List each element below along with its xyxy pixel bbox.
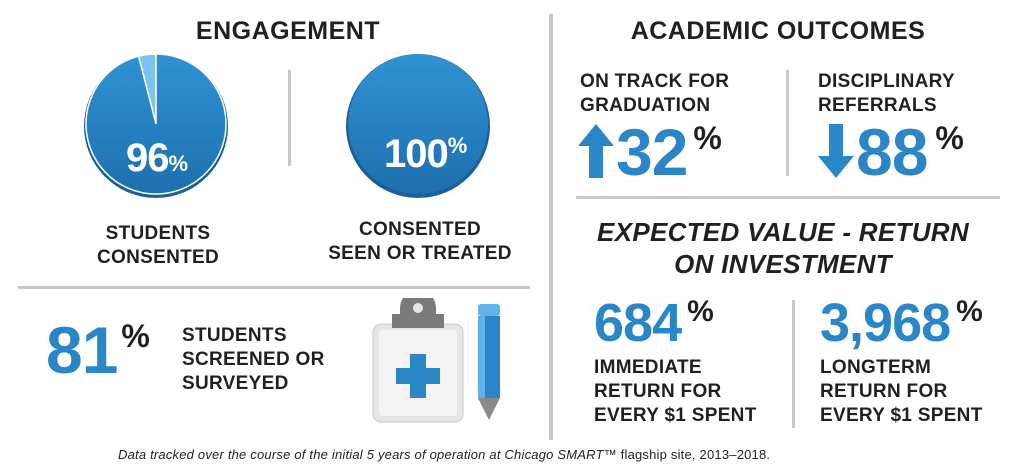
arrow-up-icon xyxy=(578,124,614,178)
consented-pie-slice xyxy=(85,53,227,195)
consented-pie-svg xyxy=(84,53,228,198)
disciplinary-stat: 88% xyxy=(856,114,964,190)
disciplinary-value: 88 xyxy=(856,115,928,189)
consented-pie-chart: 96% xyxy=(82,52,230,200)
consented-value: 96 xyxy=(126,136,169,180)
academic-title: ACADEMIC OUTCOMES xyxy=(630,17,926,45)
immediate-label: IMMEDIATE RETURN FOR EVERY $1 SPENT xyxy=(594,357,757,426)
treated-value: 100 xyxy=(384,132,449,176)
academic-divider-vertical xyxy=(786,70,789,176)
academic-divider-horizontal xyxy=(576,196,1000,199)
disciplinary-unit: % xyxy=(935,120,964,156)
center-divider xyxy=(549,14,553,440)
screened-value: 81 xyxy=(46,313,118,387)
consented-unit: % xyxy=(168,151,189,176)
pencil-icon xyxy=(476,304,502,422)
immediate-value: 684 xyxy=(594,293,682,353)
engagement-divider-vertical xyxy=(288,70,291,166)
treated-unit: % xyxy=(447,133,468,158)
on-track-stat: 32% xyxy=(616,114,722,190)
consented-label: STUDENTS CONSENTED xyxy=(97,223,219,268)
on-track-value: 32 xyxy=(616,115,688,189)
disciplinary-label: DISCIPLINARY REFERRALS xyxy=(818,71,955,116)
treated-pie-slice xyxy=(348,54,488,194)
roi-divider-vertical xyxy=(792,300,795,428)
roi-title: EXPECTED VALUE - RETURN ON INVESTMENT xyxy=(597,217,969,279)
medical-cross-icon xyxy=(396,354,440,398)
engagement-title: ENGAGEMENT xyxy=(195,17,381,45)
longterm-value: 3,968 xyxy=(820,293,951,353)
immediate-unit: % xyxy=(687,295,714,328)
immediate-stat: 684% xyxy=(594,292,714,354)
on-track-unit: % xyxy=(693,120,722,156)
longterm-unit: % xyxy=(956,295,983,328)
screened-label: STUDENTS SCREENED OR SURVEYED xyxy=(182,325,325,394)
engagement-divider-horizontal xyxy=(18,286,530,289)
longterm-stat: 3,968% xyxy=(820,292,983,354)
longterm-label: LONGTERM RETURN FOR EVERY $1 SPENT xyxy=(820,357,983,426)
treated-pie-chart: 100% xyxy=(344,52,492,200)
footer-note: Data tracked over the course of the init… xyxy=(118,447,771,462)
arrow-down-icon xyxy=(818,124,854,178)
treated-label: CONSENTED SEEN OR TREATED xyxy=(328,219,512,264)
screened-unit: % xyxy=(121,318,150,354)
screened-stat: 81% xyxy=(46,312,150,388)
clipboard-icon xyxy=(368,290,468,426)
on-track-label: ON TRACK FOR GRADUATION xyxy=(580,71,730,116)
treated-pie-svg xyxy=(346,54,490,198)
